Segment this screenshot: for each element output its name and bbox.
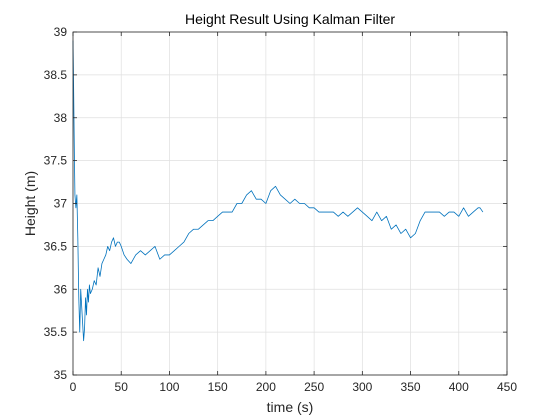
y-tick-label: 39 — [54, 25, 68, 39]
x-axis-label: time (s) — [267, 399, 314, 415]
tick-labels: 0 50 100 150 200 250 300 350 400 450 35 35.5 36 36.5 3… — [44, 25, 518, 394]
ticks — [72, 31, 508, 376]
y-tick-label: 37 — [54, 197, 68, 211]
x-tick-label: 300 — [352, 380, 372, 394]
y-tick-label: 38.5 — [44, 68, 68, 82]
x-tick-label: 150 — [208, 380, 228, 394]
x-tick-label: 450 — [497, 380, 517, 394]
x-tick-label: 400 — [449, 380, 469, 394]
chart-title: Height Result Using Kalman Filter — [185, 11, 395, 27]
x-tick-label: 200 — [256, 380, 276, 394]
y-tick-label: 35 — [54, 368, 68, 382]
x-tick-label: 100 — [159, 380, 179, 394]
y-tick-label: 35.5 — [44, 325, 68, 339]
y-tick-label: 36 — [54, 282, 68, 296]
x-tick-label: 250 — [304, 380, 324, 394]
y-axis-label: Height (m) — [22, 171, 38, 236]
x-tick-label: 50 — [115, 380, 129, 394]
y-tick-label: 37.5 — [44, 154, 68, 168]
x-tick-label: 0 — [70, 380, 77, 394]
y-tick-label: 38 — [54, 111, 68, 125]
series-line — [72, 40, 484, 342]
x-tick-label: 350 — [401, 380, 421, 394]
y-tick-label: 36.5 — [44, 239, 68, 253]
